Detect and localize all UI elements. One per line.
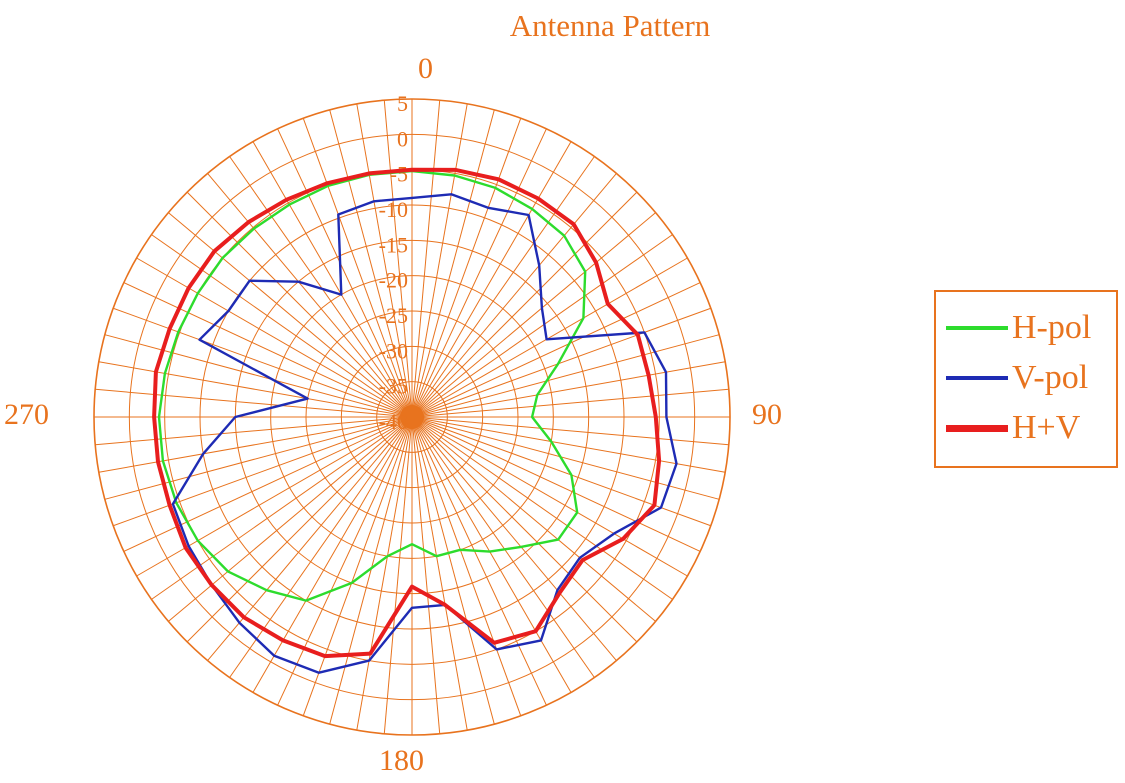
grid-spoke: [123, 416, 413, 552]
grid-spoke: [95, 416, 413, 446]
legend-label-v-pol: V-pol: [1012, 359, 1089, 396]
grid-spoke: [302, 118, 413, 418]
grid-spoke: [229, 416, 413, 678]
grid-spoke: [411, 109, 495, 418]
grid-spoke: [411, 100, 441, 418]
radial-tick-label: -25: [379, 303, 408, 328]
angle-label-180: 180: [379, 744, 424, 777]
grid-spoke: [104, 416, 413, 500]
series-layer: [152, 167, 678, 674]
grid-spoke: [411, 282, 701, 418]
grid-spoke: [95, 388, 413, 418]
grid-spoke: [411, 234, 673, 418]
grid-spoke: [411, 118, 522, 418]
angle-label-270: 270: [4, 398, 49, 431]
radial-tick-label: -5: [390, 162, 408, 187]
chart-title: Antenna Pattern: [509, 8, 711, 43]
grid-spoke: [411, 388, 729, 418]
grid-spoke: [277, 128, 413, 418]
radial-tick-label: -40: [379, 409, 408, 434]
grid-spoke: [168, 212, 413, 418]
grid-spoke: [411, 103, 468, 418]
grid-spoke: [411, 416, 726, 473]
grid-spoke: [411, 416, 595, 678]
grid-spoke: [411, 416, 638, 643]
grid-spoke: [168, 416, 413, 622]
grid-spoke: [252, 416, 413, 693]
grid-spoke: [186, 191, 413, 418]
center-hub: [400, 405, 424, 429]
grid-spoke: [411, 416, 441, 734]
grid-spoke: [411, 416, 495, 725]
grid-spoke: [207, 416, 413, 661]
grid-spoke: [104, 334, 413, 418]
grid-spoke: [277, 416, 413, 706]
grid-spoke: [411, 416, 701, 552]
grid-spoke: [383, 100, 413, 418]
grid-spoke: [252, 141, 413, 418]
polar-grid: [93, 98, 731, 736]
grid-spoke: [136, 416, 413, 577]
grid-spoke: [411, 173, 617, 418]
radial-tick-label: -35: [379, 374, 408, 399]
radial-tick-labels: 50-5-10-15-20-25-30-35-40: [379, 91, 408, 434]
series-line-h-pol: [157, 169, 587, 602]
legend-item-h-plus-v: H+V: [946, 408, 1080, 448]
series-line-h-v: [152, 167, 662, 659]
radial-tick-label: -15: [379, 232, 408, 257]
grid-spoke: [151, 416, 413, 600]
legend-swatch-v-pol: [946, 376, 1008, 380]
grid-spoke: [411, 361, 726, 418]
radial-tick-label: 5: [397, 91, 408, 116]
grid-spoke: [411, 416, 572, 693]
radial-tick-label: 0: [397, 126, 408, 151]
legend-label-h-plus-v: H+V: [1012, 409, 1081, 446]
grid-spoke: [229, 156, 413, 418]
grid-spoke: [207, 173, 413, 418]
grid-spoke: [411, 334, 720, 418]
grid-spoke: [113, 416, 413, 527]
grid-spoke: [411, 212, 656, 418]
grid-spoke: [411, 191, 638, 418]
grid-spoke: [136, 257, 413, 418]
grid-spoke: [329, 109, 413, 418]
grid-spoke: [113, 307, 413, 418]
legend-item-v-pol: V-pol: [946, 358, 1088, 398]
grid-spoke: [411, 416, 468, 731]
grid-spoke: [356, 416, 413, 731]
grid-spoke: [383, 416, 413, 734]
grid-spoke: [151, 234, 413, 418]
series-line-v-pol: [171, 193, 678, 674]
legend-swatch-h-plus-v: [946, 424, 1008, 432]
grid-spoke: [411, 416, 688, 577]
grid-spoke: [411, 416, 673, 600]
radial-tick-label: -20: [379, 268, 408, 293]
grid-spoke: [411, 257, 688, 418]
legend: H-pol V-pol H+V: [934, 290, 1118, 468]
angle-label-90: 90: [752, 398, 782, 431]
grid-spoke: [329, 416, 413, 725]
grid-spoke: [411, 416, 547, 706]
grid-spoke: [411, 128, 547, 418]
legend-label-h-pol: H-pol: [1012, 309, 1092, 346]
grid-spoke: [302, 416, 413, 716]
grid-spoke: [98, 361, 413, 418]
grid-spoke: [411, 156, 595, 418]
angle-label-0: 0: [418, 52, 433, 85]
grid-spoke: [411, 416, 729, 446]
legend-item-h-pol: H-pol: [946, 308, 1091, 348]
radial-tick-label: -30: [379, 338, 408, 363]
grid-spoke: [356, 103, 413, 418]
grid-spoke: [123, 282, 413, 418]
grid-spoke: [98, 416, 413, 473]
legend-swatch-h-pol: [946, 326, 1008, 330]
grid-spoke: [411, 416, 522, 716]
grid-spoke: [411, 416, 656, 622]
grid-spoke: [411, 307, 711, 418]
grid-spoke: [411, 416, 720, 500]
grid-spoke: [411, 416, 617, 661]
grid-spoke: [411, 141, 572, 418]
